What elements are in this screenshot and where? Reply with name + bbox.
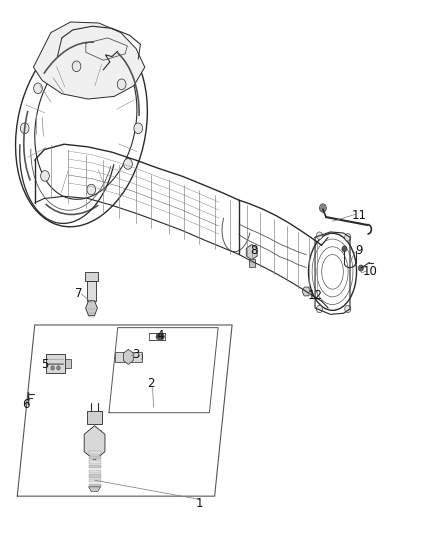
Polygon shape bbox=[65, 359, 71, 368]
Circle shape bbox=[159, 334, 164, 340]
Circle shape bbox=[345, 305, 351, 313]
Circle shape bbox=[34, 83, 42, 94]
Circle shape bbox=[345, 233, 351, 241]
Circle shape bbox=[72, 61, 81, 71]
Circle shape bbox=[134, 123, 143, 134]
Polygon shape bbox=[88, 487, 101, 491]
Text: 9: 9 bbox=[355, 244, 363, 257]
Polygon shape bbox=[88, 456, 101, 459]
Polygon shape bbox=[88, 483, 101, 487]
Polygon shape bbox=[88, 479, 101, 482]
Circle shape bbox=[124, 159, 132, 169]
Polygon shape bbox=[46, 354, 65, 373]
Text: 5: 5 bbox=[41, 358, 48, 372]
Polygon shape bbox=[124, 349, 133, 365]
Text: 7: 7 bbox=[74, 287, 82, 300]
Text: 2: 2 bbox=[148, 377, 155, 390]
Text: 1: 1 bbox=[196, 497, 203, 510]
Polygon shape bbox=[88, 461, 101, 464]
Circle shape bbox=[342, 246, 347, 252]
Circle shape bbox=[57, 366, 60, 370]
Polygon shape bbox=[87, 281, 96, 301]
Circle shape bbox=[316, 232, 322, 239]
Text: 12: 12 bbox=[307, 289, 322, 302]
Circle shape bbox=[51, 366, 54, 370]
Text: 10: 10 bbox=[362, 265, 377, 278]
Circle shape bbox=[117, 79, 126, 90]
Text: 8: 8 bbox=[250, 244, 258, 257]
Circle shape bbox=[41, 171, 49, 181]
Circle shape bbox=[87, 184, 95, 195]
Circle shape bbox=[156, 334, 161, 340]
Text: 11: 11 bbox=[351, 209, 366, 222]
Polygon shape bbox=[88, 465, 101, 469]
Polygon shape bbox=[88, 470, 101, 473]
Text: 4: 4 bbox=[156, 329, 164, 342]
Polygon shape bbox=[246, 245, 257, 260]
Circle shape bbox=[319, 204, 326, 212]
Circle shape bbox=[358, 265, 364, 271]
Polygon shape bbox=[88, 474, 101, 478]
Polygon shape bbox=[85, 301, 97, 316]
Circle shape bbox=[20, 123, 29, 134]
Polygon shape bbox=[88, 451, 101, 454]
Polygon shape bbox=[115, 352, 141, 362]
Polygon shape bbox=[84, 426, 105, 461]
Circle shape bbox=[316, 305, 322, 313]
Text: 3: 3 bbox=[132, 348, 140, 361]
Polygon shape bbox=[33, 22, 145, 99]
Text: 6: 6 bbox=[22, 398, 30, 411]
Polygon shape bbox=[302, 287, 311, 296]
Polygon shape bbox=[85, 272, 98, 281]
Polygon shape bbox=[87, 411, 102, 424]
Polygon shape bbox=[249, 259, 255, 268]
